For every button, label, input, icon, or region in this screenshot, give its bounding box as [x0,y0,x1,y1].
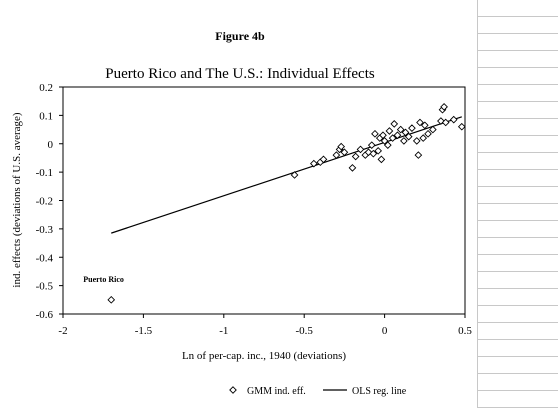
chart-object[interactable]: Figure 4b Puerto Rico and The U.S.: Indi… [0,0,477,408]
cell-gridline [478,305,558,306]
gmm-point [396,125,405,134]
gmm-point [440,103,448,111]
y-tick-label: -0.2 [36,196,53,208]
gmm-point [424,129,432,138]
legend-gmm-label: GMM ind. eff. [247,386,306,397]
gmm-point [416,118,424,127]
gmm-point [390,120,399,128]
cell-gridline [478,373,558,374]
y-tick-label: -0.1 [36,167,53,179]
cell-gridline [478,101,558,102]
chart-title: Puerto Rico and The U.S.: Individual Eff… [105,66,375,82]
cell-gridline [478,271,558,272]
cell-gridline [478,16,558,17]
annotation-layer: Puerto Rico [83,275,124,284]
y-tick-label: -0.3 [36,224,54,236]
gmm-point [348,164,357,172]
cell-gridline [478,356,558,357]
x-tick-label: 0.5 [458,325,472,337]
cell-gridline [478,152,558,153]
cell-gridline [478,135,558,136]
x-axis: -2 -1.5 -1 -0.5 0 0.5 [58,314,472,337]
gmm-point [371,129,379,138]
y-tick-label: -0.4 [36,252,54,264]
y-tick-label: 0.1 [39,110,53,122]
gmm-point [449,115,458,124]
gmm-point [393,131,402,140]
x-tick-label: -2 [58,325,67,337]
gmm-point [369,149,378,158]
gmm-point [388,134,397,142]
spreadsheet-cells [477,0,558,408]
legend-ols-label: OLS reg. line [352,386,407,397]
cell-gridline [478,220,558,221]
gmm-point [400,137,408,145]
gmm-point [310,159,318,168]
cell-gridline [478,50,558,51]
gmm-point [351,152,360,161]
gmm-point [290,171,299,179]
cell-gridline [478,84,558,85]
x-axis-label: Ln of per-cap. inc., 1940 (deviations) [182,350,346,362]
y-tick-label: 0.2 [39,82,53,94]
cell-gridline [478,169,558,170]
gmm-points-layer [107,103,466,304]
ols-line-layer [111,116,462,234]
gmm-point [419,134,428,142]
gmm-point [367,141,376,150]
cell-gridline [478,339,558,340]
y-axis-label: ind. effects (deviations of U.S. average… [11,112,23,287]
figure-label: Figure 4b [215,29,265,43]
cell-gridline [478,390,558,391]
gmm-point [319,155,328,164]
annotation-puerto-rico: Puerto Rico [83,275,124,284]
gmm-point [412,137,421,145]
cell-gridline [478,118,558,119]
x-tick-label: -1.5 [135,325,153,337]
gmm-point [374,147,383,155]
cell-gridline [478,203,558,204]
gmm-point [408,124,416,132]
gmm-point [441,118,450,127]
gmm-point [420,121,429,130]
x-tick-label: -0.5 [295,325,313,337]
cell-gridline [478,237,558,238]
cell-gridline [478,254,558,255]
y-tick-label: -0.6 [36,309,54,321]
cell-gridline [478,322,558,323]
gmm-point [404,132,413,141]
cell-gridline [478,33,558,34]
gmm-point [414,151,423,159]
gmm-point [429,125,437,134]
gmm-point [340,148,349,157]
legend: GMM ind. eff. OLS reg. line [229,386,407,397]
scatter-chart: Figure 4b Puerto Rico and The U.S.: Indi… [11,29,472,397]
gmm-point [332,151,341,159]
gmm-point [337,142,346,151]
gmm-point [107,295,116,304]
gmm-point [356,145,365,154]
cell-gridline [478,186,558,187]
gmm-point [377,155,386,164]
x-tick-label: 0 [382,325,388,337]
gmm-point [383,141,392,150]
y-tick-label: 0 [48,139,54,151]
gmm-point [385,127,394,135]
legend-gmm-marker [229,386,237,394]
gmm-point [457,122,466,131]
gmm-point [401,128,410,137]
gmm-point [379,131,387,140]
gmm-point [380,137,389,145]
ols-regression-line [111,116,462,234]
cell-gridline [478,67,558,68]
y-tick-label: -0.5 [36,281,54,293]
cell-gridline [478,288,558,289]
y-axis: 0.2 0.1 0 -0.1 -0.2 -0.3 -0.4 -0.5 -0.6 [36,82,63,321]
x-tick-label: -1 [219,325,228,337]
